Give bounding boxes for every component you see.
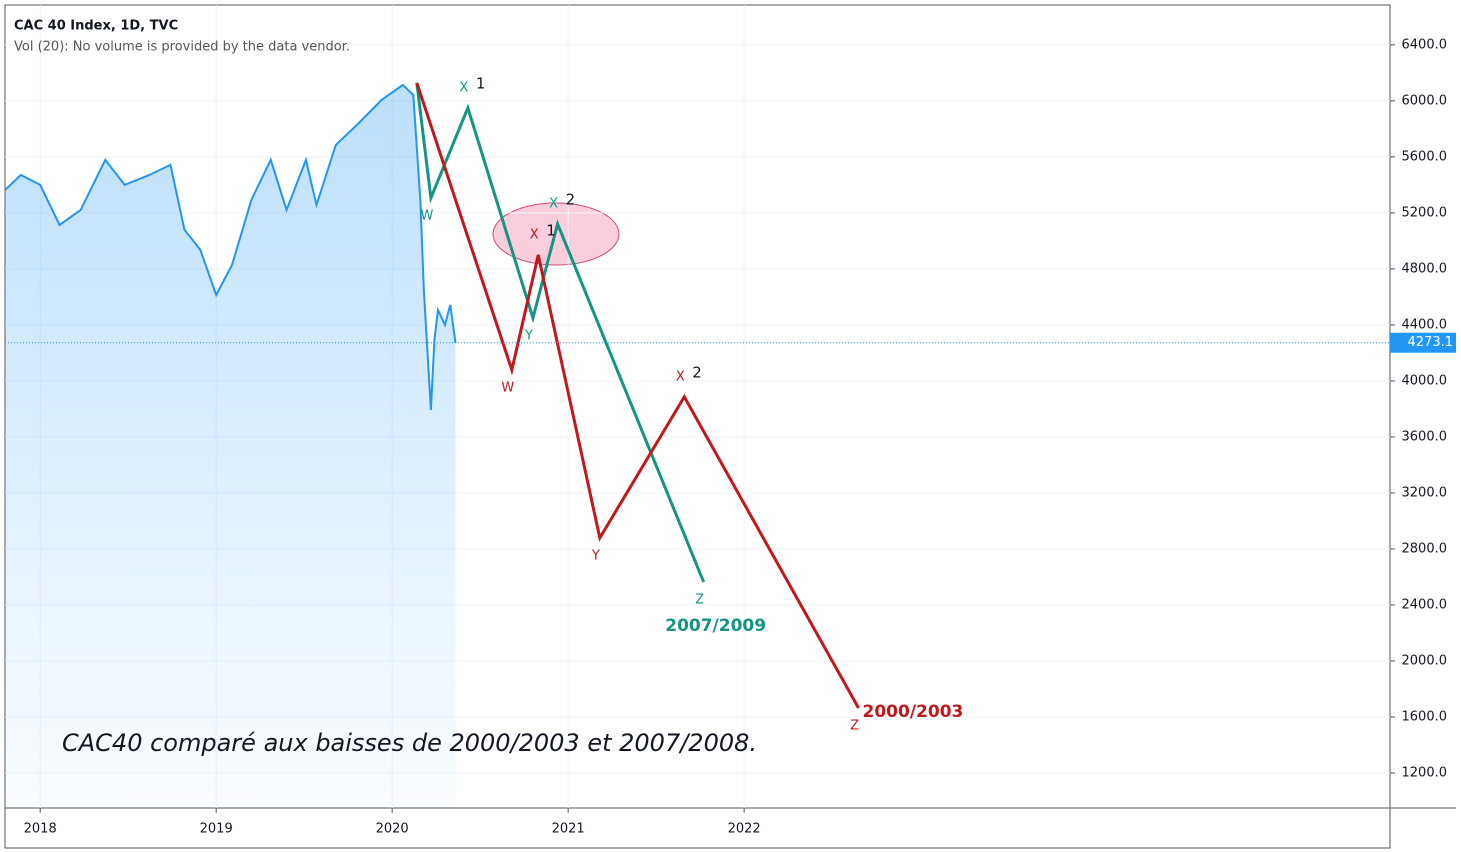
y-tick-label: 1200.0 [1402,765,1448,780]
y-tick-label: 6000.0 [1402,93,1448,108]
x-tick-label: 2019 [200,822,233,837]
y-tick-label: 6400.0 [1402,37,1448,52]
y-tick-label: 2000.0 [1402,653,1448,668]
x-tick-label: 2018 [24,822,57,837]
wave-label: X [549,196,558,211]
chart-title: CAC 40 Index, 1D, TVC [14,19,178,34]
price-area [5,84,456,809]
y-tick-label: 5600.0 [1402,149,1448,164]
wave-label: W [501,380,514,395]
y-tick-label: 2800.0 [1402,541,1448,556]
wave-number: 1 [476,74,486,92]
last-value-box [1390,332,1456,353]
wave-label: X [459,80,468,95]
series-name: 2007/2009 [665,616,766,636]
x-tick-label: 2021 [552,822,585,837]
chart-subtitle: Vol (20): No volume is provided by the d… [14,40,350,55]
wave-number: 2 [566,190,576,208]
projection-line [415,82,706,583]
y-tick-label: 4000.0 [1402,373,1448,388]
y-tick-label: 2400.0 [1402,597,1448,612]
wave-label: X [530,227,539,242]
wave-label: Z [850,719,859,734]
y-tick-label: 4400.0 [1402,317,1448,332]
wave-number: 2 [692,363,702,381]
wave-label: Y [524,328,533,343]
projection-line [415,82,860,709]
y-tick-label: 5200.0 [1402,205,1448,220]
annotation: CAC40 comparé aux baisses de 2000/2003 e… [62,729,757,757]
wave-label: Z [695,593,704,608]
y-tick-label: 3600.0 [1402,429,1448,444]
last-value-label: 4273.1 [1408,335,1454,350]
wave-number: 1 [546,221,556,239]
y-tick-label: 4800.0 [1402,261,1448,276]
wave-label: W [420,208,433,223]
price-line [4,83,457,410]
x-tick-label: 2020 [376,822,409,837]
wave-label: X [676,369,685,384]
series-name: 2000/2003 [863,702,964,722]
x-tick-label: 2022 [728,822,761,837]
y-tick-label: 3200.0 [1402,485,1448,500]
wave-label: Y [591,548,600,563]
y-tick-label: 1600.0 [1402,709,1448,724]
